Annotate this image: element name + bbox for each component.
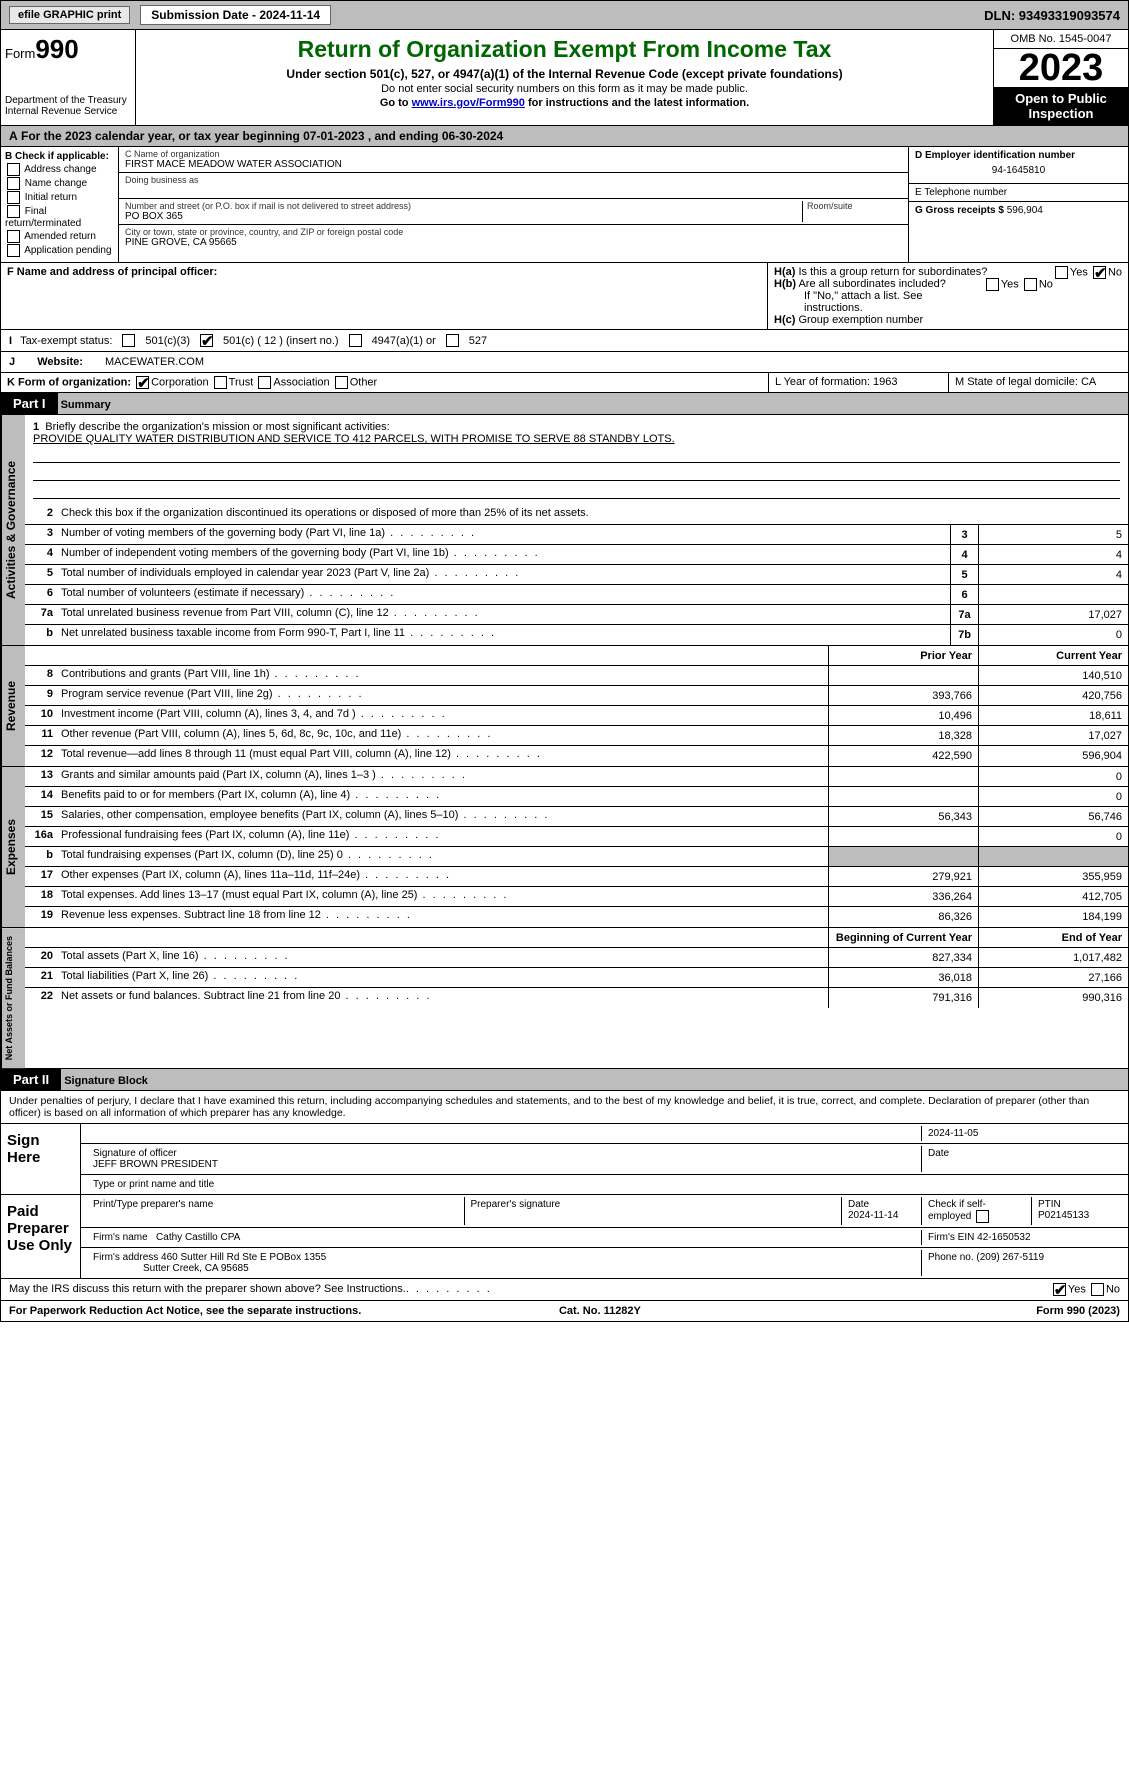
submission-date: Submission Date - 2024-11-14 [140,5,331,25]
dln: DLN: 93493319093574 [984,8,1120,23]
ein: 94-1645810 [915,161,1122,180]
vtab-governance: Activities & Governance [1,415,25,645]
line-1-mission: 1 Briefly describe the organization's mi… [25,415,1128,505]
top-toolbar: efile GRAPHIC print Submission Date - 20… [0,0,1129,30]
box-f: F Name and address of principal officer: [1,263,768,329]
line-l: L Year of formation: 1963 [768,373,948,392]
public-inspection: Open to Public Inspection [994,87,1128,125]
line-j-website: J Website: MACEWATER.COM [0,352,1129,373]
firm-name: Cathy Castillo CPA [156,1232,240,1243]
part2-bar: Part II [1,1069,61,1090]
officer-name: JEFF BROWN PRESIDENT [93,1159,218,1170]
firm-address: 460 Sutter Hill Rd Ste E POBox 1355 [161,1252,326,1263]
irs-label: Internal Revenue Service [5,106,131,117]
form-number: Form990 [5,34,131,65]
efile-print-button[interactable]: efile GRAPHIC print [9,6,130,24]
firm-phone: (209) 267-5119 [976,1252,1044,1263]
part2-title: Signature Block [64,1075,148,1087]
part1-bar: Part I [1,393,58,414]
gross-receipts: 596,904 [1007,205,1043,216]
org-address: PO BOX 365 [125,211,183,222]
discuss-line: May the IRS discuss this return with the… [0,1279,1129,1301]
website-url: MACEWATER.COM [105,356,204,368]
ptin: P02145133 [1038,1210,1089,1221]
mission-text: PROVIDE QUALITY WATER DISTRIBUTION AND S… [33,433,675,445]
tax-year: 2023 [994,49,1128,87]
vtab-net-assets: Net Assets or Fund Balances [1,928,25,1068]
form-title: Return of Organization Exempt From Incom… [142,36,987,63]
box-h: H(a) Is this a group return for subordin… [768,263,1128,329]
sign-here-label: Sign Here [1,1124,81,1194]
firm-ein: 42-1650532 [977,1232,1030,1243]
part1-title: Summary [61,399,111,411]
footer: For Paperwork Reduction Act Notice, see … [0,1301,1129,1322]
org-city: PINE GROVE, CA 95665 [125,237,237,248]
ssn-warning: Do not enter social security numbers on … [142,83,987,95]
line-m: M State of legal domicile: CA [948,373,1128,392]
paid-preparer-label: Paid Preparer Use Only [1,1195,81,1278]
line-a-tax-year: A For the 2023 calendar year, or tax yea… [0,126,1129,147]
form-header: Form990 Department of the Treasury Inter… [0,30,1129,126]
irs-link[interactable]: www.irs.gov/Form990 [412,97,525,109]
line-i-tax-status: I Tax-exempt status: 501(c)(3) 501(c) ( … [0,330,1129,352]
org-name: FIRST MACE MEADOW WATER ASSOCIATION [125,159,342,170]
box-b: B Check if applicable: Address change Na… [1,147,119,262]
box-c: C Name of organizationFIRST MACE MEADOW … [119,147,908,262]
form-subtitle: Under section 501(c), 527, or 4947(a)(1)… [142,67,987,81]
line-k: K Form of organization: Corporation Trus… [1,373,768,392]
declaration: Under penalties of perjury, I declare th… [0,1091,1129,1124]
box-d-e-g: D Employer identification number94-16458… [908,147,1128,262]
dept-treasury: Department of the Treasury [5,95,131,106]
vtab-revenue: Revenue [1,646,25,766]
vtab-expenses: Expenses [1,767,25,927]
